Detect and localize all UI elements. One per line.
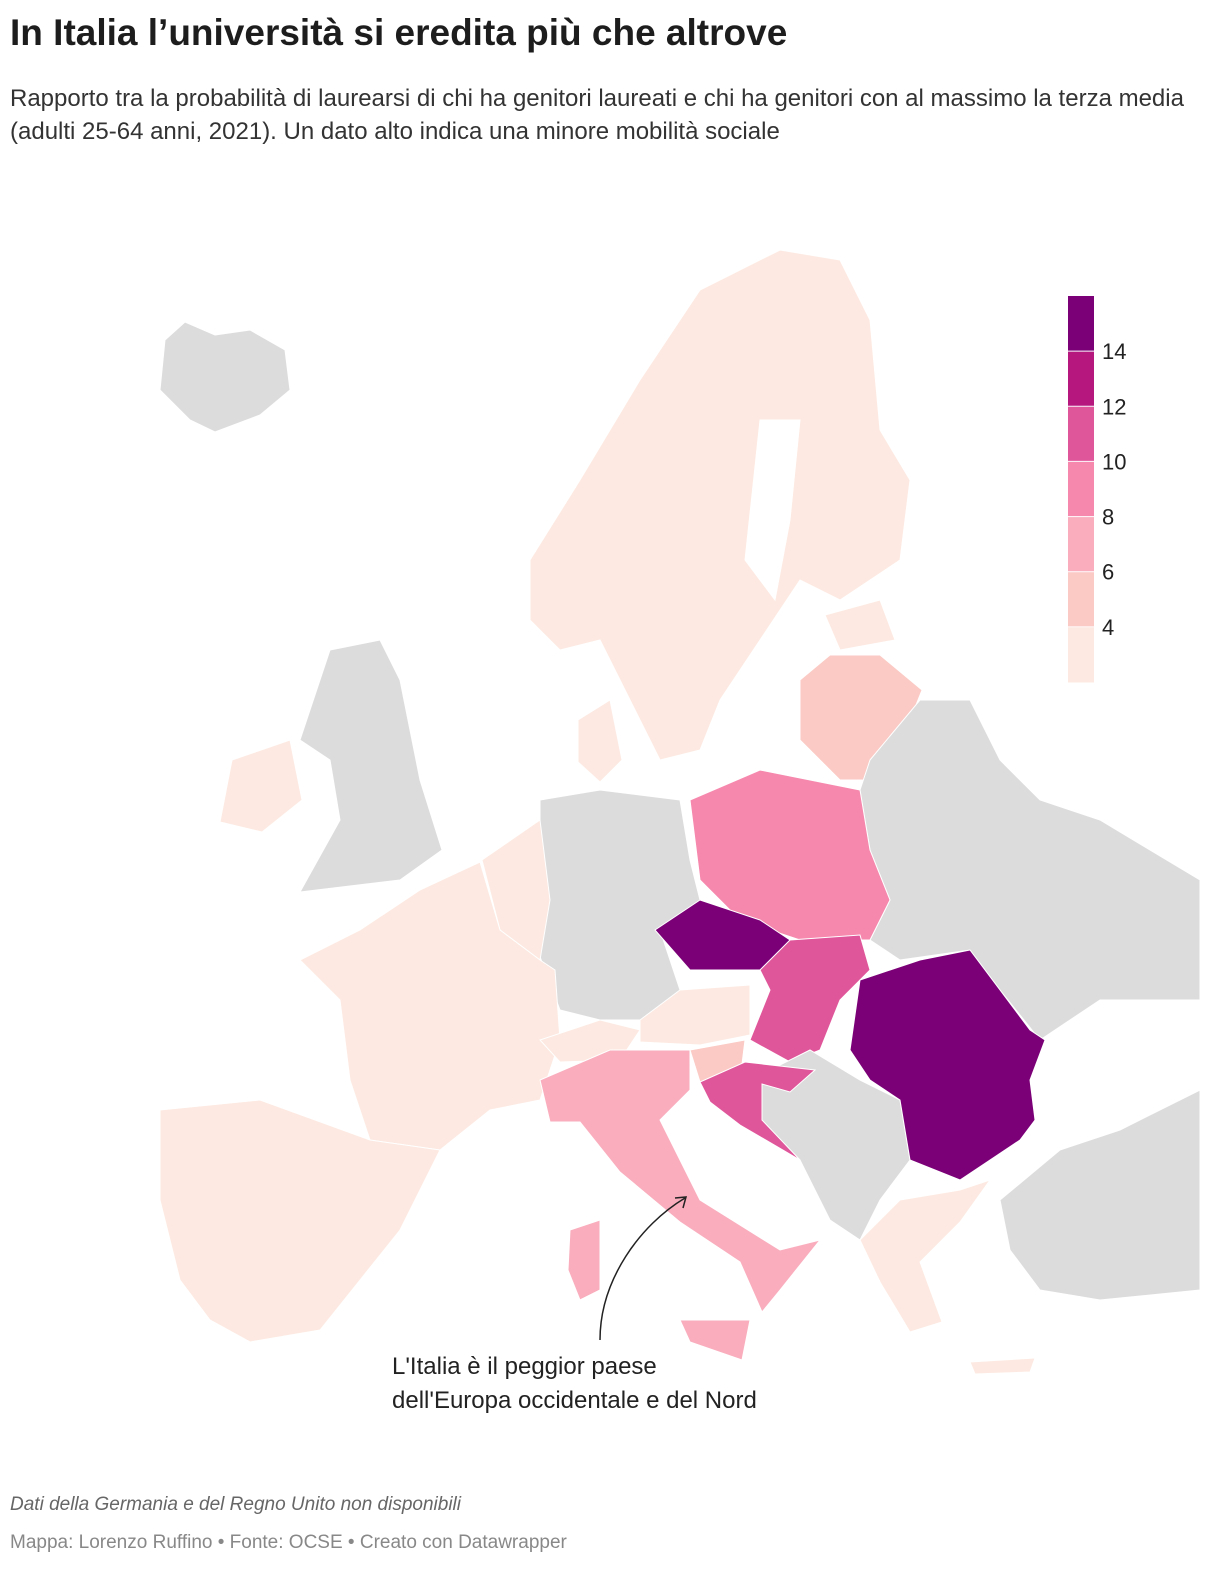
austria bbox=[639, 984, 751, 1046]
legend-swatch bbox=[1068, 461, 1094, 518]
annotation: dell'Europa occidentale e del Nord bbox=[392, 1387, 757, 1414]
sardinia bbox=[567, 1219, 601, 1301]
legend-swatch bbox=[1068, 516, 1094, 573]
title: In Italia l’università si eredita più ch… bbox=[10, 12, 788, 53]
annotation-arrow bbox=[599, 1197, 686, 1341]
legend-swatch bbox=[1068, 351, 1094, 407]
croatia bbox=[699, 1061, 817, 1161]
sicily bbox=[679, 1319, 751, 1361]
iberia bbox=[159, 1099, 441, 1343]
legend-label: 8 bbox=[1102, 505, 1114, 530]
subtitle: Rapporto tra la probabilità di laurearsi… bbox=[10, 85, 1184, 145]
estonia bbox=[824, 599, 896, 651]
iceland bbox=[159, 321, 291, 433]
legend-label: 6 bbox=[1102, 560, 1114, 585]
italy bbox=[539, 1049, 822, 1313]
legend-swatch bbox=[1068, 571, 1094, 628]
arrow-head bbox=[674, 1196, 688, 1209]
poland bbox=[689, 769, 891, 941]
legend-label: 12 bbox=[1102, 394, 1126, 419]
legend-swatch bbox=[1068, 626, 1094, 683]
uk bbox=[299, 639, 443, 893]
romania-bulgaria bbox=[849, 949, 1046, 1181]
legend: 4 6 8 10 12 14 bbox=[1068, 296, 1126, 683]
denmark bbox=[577, 699, 623, 783]
map: 4 6 8 10 12 14 L'Italia è il peggior paese de… bbox=[159, 249, 1201, 1414]
countries bbox=[159, 249, 1201, 1375]
legend-swatch bbox=[1068, 296, 1094, 352]
legend-label: 4 bbox=[1102, 615, 1114, 640]
credits: Mappa: Lorenzo Ruffino • Fonte: OCSE • C… bbox=[10, 1532, 567, 1553]
greece bbox=[859, 1179, 992, 1333]
ireland bbox=[219, 739, 303, 833]
turkey bbox=[999, 1089, 1201, 1301]
note: Dati della Germania e del Regno Unito no… bbox=[10, 1494, 461, 1515]
gulf bbox=[744, 419, 801, 602]
crete bbox=[969, 1357, 1036, 1375]
legend-label: 14 bbox=[1102, 339, 1126, 364]
legend-label: 10 bbox=[1102, 449, 1126, 474]
annotation: L'Italia è il peggior paese bbox=[392, 1353, 657, 1380]
scandinavia bbox=[529, 249, 911, 761]
slovakia-hungary bbox=[749, 934, 871, 1063]
legend-swatch bbox=[1068, 406, 1094, 462]
